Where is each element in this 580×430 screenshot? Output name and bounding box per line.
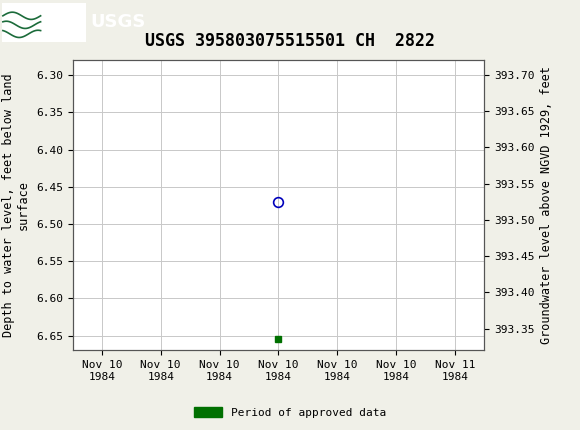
Legend: Period of approved data: Period of approved data [190, 403, 390, 422]
Y-axis label: Depth to water level, feet below land
surface: Depth to water level, feet below land su… [2, 74, 30, 337]
Bar [2, 3, 86, 43]
Text: USGS 395803075515501 CH  2822: USGS 395803075515501 CH 2822 [145, 32, 435, 50]
Text: USGS: USGS [90, 12, 145, 31]
Y-axis label: Groundwater level above NGVD 1929, feet: Groundwater level above NGVD 1929, feet [540, 66, 553, 344]
